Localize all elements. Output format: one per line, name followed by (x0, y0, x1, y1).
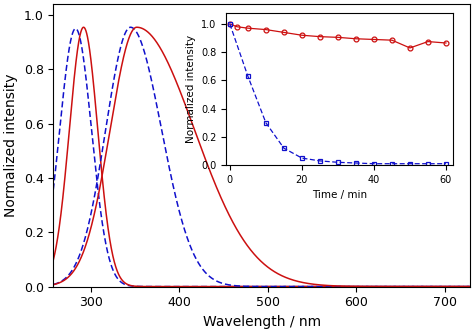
Y-axis label: Normalized intensity: Normalized intensity (4, 74, 18, 217)
X-axis label: Wavelength / nm: Wavelength / nm (202, 315, 321, 329)
